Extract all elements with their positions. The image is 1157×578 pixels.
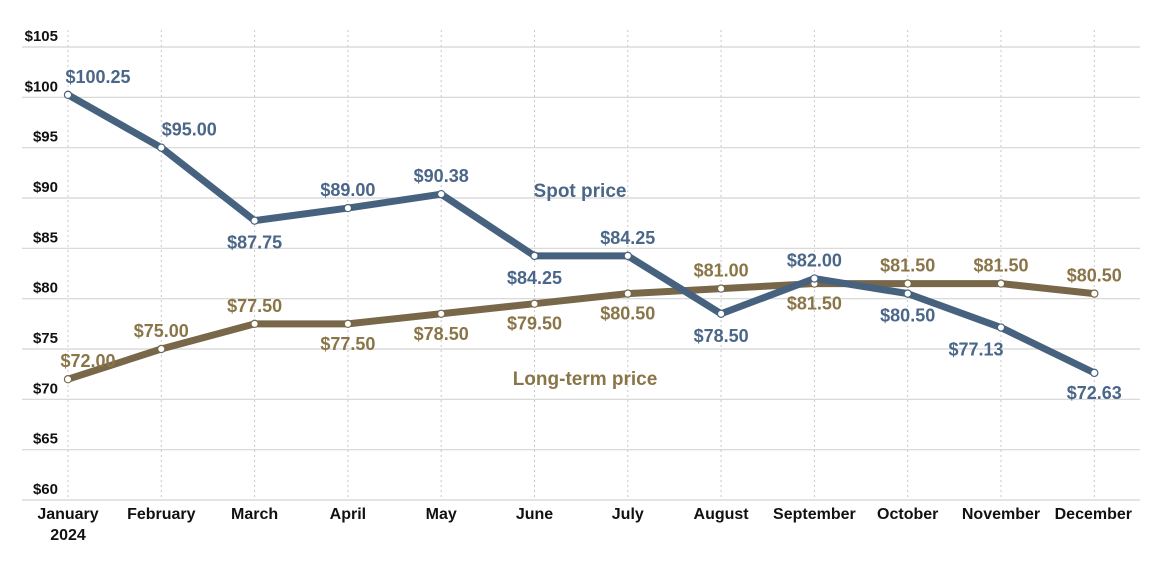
x-tick-label: June <box>516 506 553 523</box>
data-point <box>1090 289 1099 298</box>
data-label: $82.00 <box>787 251 842 271</box>
data-label: $75.00 <box>134 321 189 341</box>
series-label-long-term-price: Long-term price <box>513 369 658 390</box>
data-point <box>1090 368 1099 378</box>
x-tick-label: May <box>426 506 457 523</box>
x-axis: January February March April May June July Augu… <box>37 506 1132 544</box>
data-point <box>63 375 73 384</box>
y-tick-label: $75 <box>33 330 58 347</box>
data-point <box>530 299 539 308</box>
data-point <box>716 309 726 318</box>
data-label: $79.50 <box>507 314 562 334</box>
data-label: $100.25 <box>65 67 130 87</box>
y-tick-label: $90 <box>33 179 58 196</box>
y-tick-label: $85 <box>33 229 58 246</box>
data-label: $89.00 <box>320 180 375 200</box>
data-point <box>157 344 166 354</box>
data-label: $87.75 <box>227 233 282 253</box>
y-tick-label: $105 <box>25 28 58 45</box>
data-label: $77.50 <box>227 296 282 316</box>
x-tick-label: December <box>1055 506 1132 523</box>
data-label: $81.50 <box>787 294 842 314</box>
data-point <box>716 284 726 293</box>
x-tick-label: January <box>37 506 98 523</box>
data-label: $78.50 <box>694 326 749 346</box>
data-point <box>250 216 259 225</box>
data-point <box>623 289 633 298</box>
y-axis: $60 $65 $70 $75 $80 $85 $90 $95 $100 $105 <box>25 28 58 498</box>
data-label: $84.25 <box>600 228 655 248</box>
data-point <box>343 319 353 329</box>
data-point <box>530 251 539 261</box>
data-point <box>903 279 912 288</box>
data-point <box>903 289 912 298</box>
data-label: $80.50 <box>600 304 655 324</box>
data-point <box>996 323 1006 332</box>
data-label: $77.13 <box>948 340 1003 360</box>
y-tick-label: $60 <box>33 481 58 498</box>
data-label: $81.00 <box>694 261 749 281</box>
y-tick-label: $65 <box>33 431 58 448</box>
x-tick-label: July <box>612 506 644 523</box>
data-labels: $72.00 $75.00 $77.50 $77.50 $78.50 $79.50 $80.… <box>60 67 1121 403</box>
x-tick-label: August <box>694 506 750 523</box>
data-label: $72.63 <box>1067 383 1122 403</box>
x-tick-label: November <box>962 506 1040 523</box>
y-tick-label: $100 <box>25 78 58 95</box>
x-tick-label: April <box>330 506 366 523</box>
x-tick-label: September <box>773 506 856 523</box>
x-tick-label: March <box>231 506 278 523</box>
y-tick-label: $70 <box>33 380 58 397</box>
data-label: $90.38 <box>414 166 469 186</box>
x-tick-label: October <box>877 506 938 523</box>
series-line-spot <box>64 91 1098 377</box>
data-point <box>343 203 353 213</box>
data-point <box>623 251 633 261</box>
data-point <box>810 274 819 283</box>
data-label: $81.50 <box>880 256 935 276</box>
data-label: $78.50 <box>414 324 469 344</box>
data-point <box>157 143 166 152</box>
data-point <box>437 189 446 199</box>
y-tick-label: $80 <box>33 280 58 297</box>
data-point <box>63 90 73 100</box>
data-label: $80.50 <box>880 306 935 326</box>
series-line-long-term <box>64 280 1098 383</box>
data-label: $84.25 <box>507 268 562 288</box>
x-tick-label: February <box>127 506 196 523</box>
data-point <box>437 309 446 318</box>
series-lines <box>63 90 1099 384</box>
x-tick-sublabel: 2024 <box>50 527 86 544</box>
data-point <box>250 319 259 329</box>
series-label-spot-price: Spot price <box>534 181 627 202</box>
data-label: $95.00 <box>162 120 217 140</box>
data-point <box>996 279 1006 288</box>
data-label: $80.50 <box>1067 266 1122 286</box>
y-tick-label: $95 <box>33 129 58 146</box>
data-label: $72.00 <box>60 351 115 371</box>
data-label: $77.50 <box>320 334 375 354</box>
data-label: $81.50 <box>973 256 1028 276</box>
grid <box>22 30 1140 501</box>
